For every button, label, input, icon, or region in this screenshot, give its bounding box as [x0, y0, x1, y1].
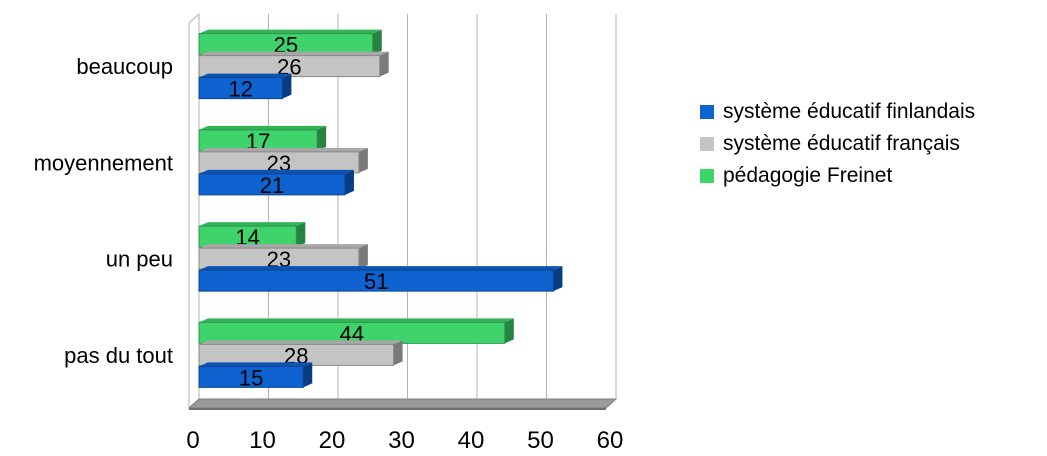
bar-side	[504, 318, 514, 344]
legend-item-francais: système éducatif français	[700, 128, 975, 160]
bar-top	[199, 147, 368, 152]
bar-top	[199, 73, 292, 78]
x-tick-label: 60	[597, 427, 624, 454]
legend-swatch-freinet	[700, 169, 714, 183]
bar: 26	[198, 51, 389, 80]
bar-top	[199, 244, 368, 249]
bar: 25	[198, 29, 382, 58]
bar-front	[198, 173, 346, 196]
category-label: moyennement	[34, 150, 173, 175]
x-tick-label: 10	[249, 427, 276, 454]
bar-front	[198, 77, 283, 100]
x-tick-label: 20	[319, 427, 346, 454]
bar-top	[199, 169, 354, 174]
bar-value-label: 12	[228, 77, 252, 102]
bar-side	[344, 169, 354, 195]
bar-side	[372, 29, 382, 55]
back-wall-edge	[188, 12, 200, 409]
bar-value-label: 51	[364, 269, 388, 294]
legend-label-freinet: pédagogie Freinet	[723, 164, 893, 187]
x-tick-label: 30	[388, 427, 415, 454]
legend-swatch-francais	[700, 137, 714, 151]
bar-side	[393, 340, 403, 366]
bar-side	[317, 125, 327, 151]
bar: 23	[198, 147, 368, 176]
bar: 17	[198, 125, 327, 154]
category-label: pas du tout	[64, 343, 173, 368]
bar-side	[553, 266, 563, 292]
bar-top	[199, 51, 389, 56]
bar-side	[358, 244, 368, 270]
bar: 12	[198, 73, 292, 102]
x-tick-label: 0	[186, 427, 199, 454]
category-labels: pas du tout un peu moyennement beaucoup	[34, 54, 173, 368]
bar-top	[199, 125, 327, 130]
x-tick-label: 40	[458, 427, 485, 454]
bar: 23	[198, 244, 368, 272]
bar-top	[199, 222, 306, 227]
bar-value-label: 15	[239, 365, 263, 390]
bar-top	[199, 340, 403, 345]
axes	[187, 12, 618, 410]
bar-value-label: 21	[260, 173, 284, 198]
x-tick-labels: 0 10 20 30 40 50 60	[186, 427, 623, 454]
bar-side	[358, 147, 368, 173]
legend-label-francais: système éducatif français	[723, 132, 960, 155]
category-label: un peu	[106, 247, 173, 272]
bar: 44	[198, 318, 514, 346]
bar: 51	[198, 266, 563, 294]
bar: 21	[198, 169, 354, 198]
bar-top	[199, 266, 563, 271]
legend-label-finlandais: système éducatif finlandais	[723, 100, 976, 123]
legend-item-finlandais: système éducatif finlandais	[700, 96, 975, 128]
legend: système éducatif finlandais système éduc…	[700, 96, 975, 192]
x-tick-label: 50	[527, 427, 554, 454]
bar: 15	[198, 362, 313, 390]
bar-top	[199, 318, 514, 323]
floor-top	[187, 398, 618, 409]
legend-swatch-finlandais	[700, 105, 714, 119]
bar-side	[282, 73, 292, 99]
bar-side	[296, 222, 306, 248]
legend-item-freinet: pédagogie Freinet	[700, 160, 975, 192]
bar-side	[379, 51, 389, 77]
bar-top	[199, 29, 382, 34]
bar-top	[199, 362, 313, 367]
bar-side	[303, 362, 313, 388]
bar-front	[198, 365, 304, 388]
bar-front	[198, 269, 554, 292]
floor-front	[189, 408, 606, 410]
category-label: beaucoup	[76, 54, 173, 79]
